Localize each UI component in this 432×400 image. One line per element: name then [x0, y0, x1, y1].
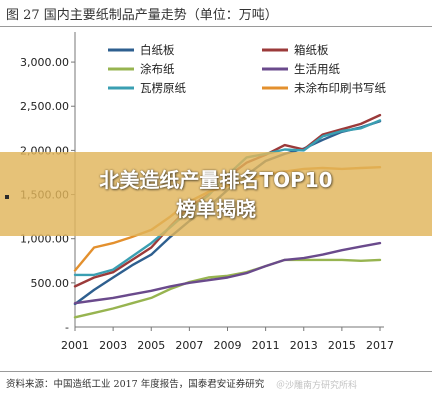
y-tick-label: 500.00 [31, 277, 70, 290]
x-tick-label: 2013 [290, 339, 318, 352]
y-tick-label-zero: - [65, 321, 69, 334]
title-divider [0, 26, 432, 27]
x-tick-label: 2003 [99, 339, 127, 352]
banner-bullet [5, 195, 9, 199]
headline-text[interactable]: 北美造纸产量排名TOP10 榜单揭晓 [0, 166, 432, 224]
legend-label-2: 涂布纸 [140, 62, 175, 76]
headline-banner [0, 152, 432, 236]
figure-title: 图 27 国内主要纸制品产量走势（单位：万吨） [6, 8, 278, 23]
x-tick-label: 2001 [61, 339, 89, 352]
series-line-2 [73, 258, 382, 319]
y-tick-label: 2,500.00 [20, 100, 69, 113]
x-tick-label: 2011 [252, 339, 280, 352]
x-tick-label: 2009 [214, 339, 242, 352]
x-tick-labels: 2001 2003 2005 2007 2009 2011 2013 2015 2017 [61, 327, 394, 352]
source-divider [0, 371, 432, 372]
legend-label-0: 白纸板 [140, 43, 175, 57]
legend-label-4: 瓦楞原纸 [140, 81, 186, 95]
series-line-3 [73, 241, 382, 305]
x-tick-label: 2005 [137, 339, 165, 352]
headline-line-1: 北美造纸产量排名TOP10 [99, 168, 333, 192]
source-note: 资料来源：中国造纸工业 2017 年度报告，国泰君安证券研究 [6, 379, 265, 390]
x-tick-label: 2007 [175, 339, 203, 352]
x-tick-label: 2017 [366, 339, 394, 352]
legend-label-1: 箱纸板 [294, 43, 329, 57]
watermark: ＠沙雕南方研究所科 [276, 381, 358, 391]
y-tick-label: 3,000.00 [20, 56, 69, 69]
x-tick-label: 2015 [328, 339, 356, 352]
headline-line-2: 榜单揭晓 [176, 197, 256, 221]
legend-label-3: 生活用纸 [294, 62, 340, 76]
legend-label-5: 未涂布印刷书写纸 [294, 81, 386, 95]
